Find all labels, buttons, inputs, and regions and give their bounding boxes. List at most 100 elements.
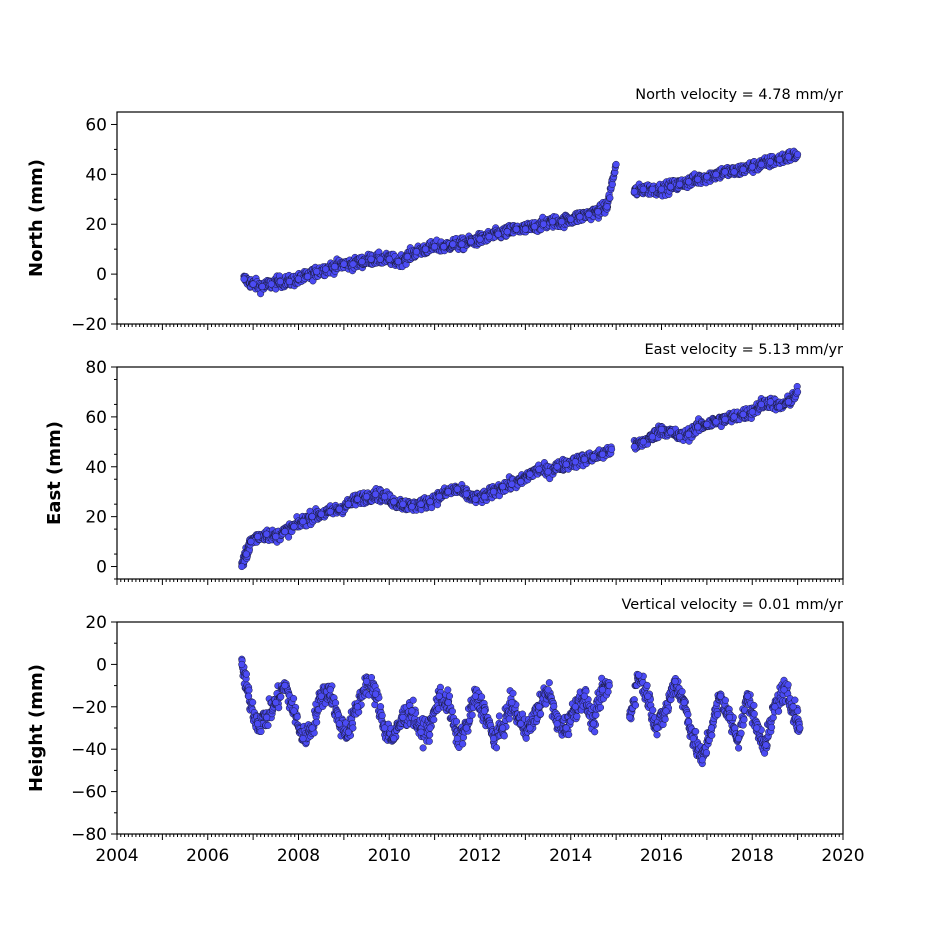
data-point bbox=[353, 495, 362, 503]
data-point bbox=[653, 731, 661, 739]
data-point bbox=[612, 160, 620, 168]
data-point bbox=[453, 485, 461, 493]
data-point bbox=[684, 710, 692, 719]
data-point bbox=[462, 724, 470, 732]
data-point bbox=[639, 185, 647, 193]
data-point bbox=[680, 699, 688, 707]
east-y-axis-label: East (mm) bbox=[44, 421, 65, 525]
x-tick-label: 2010 bbox=[368, 846, 411, 866]
data-point bbox=[254, 720, 262, 728]
height-x-axis: 2004 2006 2008 2010 2012 2014 2016 2018 2020 bbox=[95, 834, 865, 866]
data-point bbox=[381, 493, 389, 501]
data-point bbox=[796, 724, 804, 732]
data-point bbox=[667, 428, 675, 436]
data-point bbox=[322, 265, 330, 273]
data-point bbox=[399, 713, 407, 721]
data-point bbox=[558, 218, 566, 226]
data-point bbox=[363, 677, 371, 685]
data-point bbox=[605, 682, 613, 690]
data-point bbox=[676, 180, 684, 188]
data-point bbox=[242, 670, 250, 678]
data-point bbox=[480, 707, 489, 715]
data-point bbox=[372, 690, 380, 698]
data-point bbox=[249, 698, 257, 706]
height-y-axis: −80 −60 −40 −20 0 20 bbox=[71, 613, 117, 845]
data-point bbox=[565, 731, 573, 739]
data-point bbox=[766, 158, 774, 166]
data-point bbox=[290, 707, 298, 715]
data-point bbox=[750, 710, 758, 718]
data-point bbox=[335, 505, 343, 513]
data-point bbox=[240, 275, 248, 283]
data-point bbox=[344, 728, 352, 736]
data-point bbox=[376, 255, 384, 263]
data-point bbox=[712, 170, 720, 178]
data-point bbox=[591, 728, 599, 736]
data-point bbox=[726, 713, 734, 721]
data-point bbox=[299, 735, 307, 743]
y-tick-label: 20 bbox=[85, 215, 107, 235]
data-point bbox=[500, 732, 508, 740]
data-point bbox=[748, 163, 756, 171]
y-tick-label: 60 bbox=[85, 408, 107, 428]
data-point bbox=[553, 463, 561, 471]
data-point bbox=[308, 513, 316, 521]
data-point bbox=[703, 173, 711, 181]
data-point bbox=[281, 528, 289, 536]
data-point bbox=[671, 677, 679, 685]
data-point bbox=[775, 155, 784, 163]
data-point bbox=[606, 194, 614, 202]
data-point bbox=[508, 480, 516, 488]
data-point bbox=[349, 260, 357, 268]
data-point bbox=[589, 720, 597, 728]
data-point bbox=[459, 740, 467, 748]
data-point bbox=[290, 523, 298, 531]
data-point bbox=[775, 403, 784, 411]
x-tick-label: 2006 bbox=[186, 846, 229, 866]
data-point bbox=[449, 240, 457, 248]
data-point bbox=[517, 478, 525, 486]
data-point bbox=[762, 741, 770, 749]
data-point bbox=[692, 727, 700, 736]
data-point bbox=[685, 430, 693, 438]
x-tick-label: 2018 bbox=[731, 846, 774, 866]
height-y-axis-label: Height (mm) bbox=[26, 664, 47, 792]
data-point bbox=[431, 243, 439, 251]
data-point bbox=[526, 724, 534, 732]
data-point bbox=[509, 689, 517, 697]
data-point bbox=[571, 703, 579, 711]
data-point bbox=[285, 278, 293, 286]
data-point bbox=[630, 443, 638, 451]
data-point bbox=[417, 500, 425, 508]
data-point bbox=[281, 682, 289, 690]
north-plot-frame bbox=[116, 111, 844, 325]
data-point bbox=[535, 465, 543, 473]
data-point bbox=[784, 153, 793, 161]
data-point bbox=[417, 728, 425, 736]
y-tick-label: 40 bbox=[85, 458, 107, 478]
data-point bbox=[505, 715, 513, 723]
data-point bbox=[326, 508, 334, 516]
data-point bbox=[539, 220, 548, 228]
data-point bbox=[635, 671, 643, 679]
data-point bbox=[313, 268, 321, 276]
data-point bbox=[499, 483, 507, 491]
data-point bbox=[526, 470, 534, 478]
data-point bbox=[589, 453, 597, 461]
data-point bbox=[544, 686, 552, 694]
y-tick-label: 0 bbox=[96, 655, 107, 675]
data-point bbox=[238, 660, 246, 668]
data-point bbox=[445, 692, 454, 700]
data-point bbox=[508, 699, 516, 707]
data-point bbox=[409, 696, 417, 704]
data-point bbox=[545, 679, 553, 687]
data-point bbox=[468, 711, 476, 719]
y-tick-label: −80 bbox=[71, 825, 107, 845]
north-y-axis: −20 0 20 40 60 bbox=[71, 115, 117, 335]
data-point bbox=[257, 727, 265, 736]
y-tick-label: 20 bbox=[85, 508, 107, 528]
data-point bbox=[766, 398, 774, 406]
data-point bbox=[643, 681, 651, 689]
data-point bbox=[535, 703, 543, 711]
data-point bbox=[791, 696, 799, 704]
